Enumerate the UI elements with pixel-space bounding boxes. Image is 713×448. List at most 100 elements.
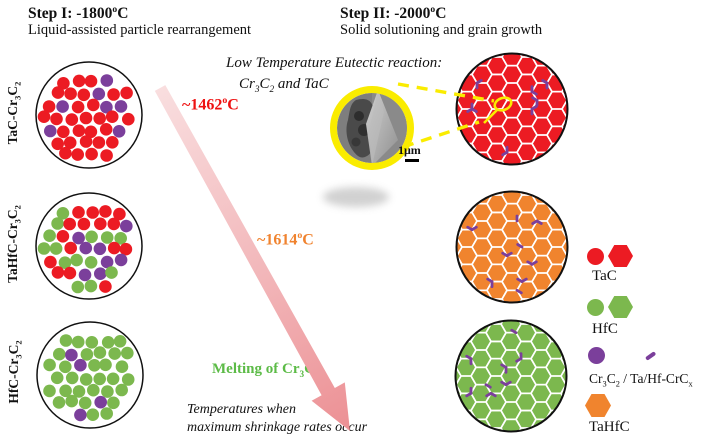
powder-particle	[56, 207, 70, 220]
powder-particle	[52, 396, 66, 409]
powder-particle	[71, 148, 84, 161]
powder-particle	[101, 336, 115, 349]
powder-particle	[57, 77, 70, 90]
powder-particle	[77, 217, 91, 231]
temp-label-1462: ~1462oC	[182, 95, 239, 114]
powder-particle	[72, 74, 86, 88]
powder-particle	[57, 125, 70, 139]
powder-particle	[94, 267, 107, 280]
powder-particle	[71, 100, 85, 114]
grain-boundary	[560, 331, 567, 351]
powder-particle	[107, 241, 121, 255]
grain-boundary	[561, 99, 568, 119]
eutectic-text-line1: Low Temperature Eutectic reaction:	[226, 55, 443, 71]
powder-particle	[78, 268, 92, 282]
powder-particle	[105, 110, 119, 123]
powder-particle	[88, 359, 101, 372]
grain-boundary	[456, 272, 463, 292]
secondary-phase-mark	[500, 363, 508, 369]
grain-outline	[454, 319, 568, 433]
powder-particle	[78, 396, 92, 410]
secondary-phase-mark	[516, 243, 524, 249]
powder-particle	[50, 112, 63, 126]
powder-particle	[77, 88, 91, 102]
powder-particle	[58, 256, 72, 269]
powder-particle	[49, 242, 63, 255]
sem-scale-bar	[405, 159, 419, 162]
grain-boundary	[561, 254, 568, 274]
grain-background	[456, 191, 568, 303]
legend-hfc-circle-icon	[587, 299, 604, 316]
powder-particle	[105, 266, 118, 279]
powder-particle	[87, 383, 100, 397]
step1-title: Step I: -1800oC	[28, 4, 129, 23]
powder-particle	[79, 241, 93, 255]
powder-particle	[113, 207, 126, 221]
secondary-phase-mark	[531, 219, 539, 225]
powder-particle	[64, 87, 77, 100]
powder-particle	[93, 346, 107, 359]
powder-particle	[50, 371, 64, 385]
powder-particle	[43, 358, 56, 372]
powder-particle	[93, 112, 106, 125]
powder-particle	[94, 395, 107, 409]
grain-boundary	[560, 401, 567, 421]
powder-particle	[65, 113, 79, 126]
secondary-phase-mark	[485, 391, 493, 398]
grain-boundary	[561, 64, 568, 84]
powder-particle	[84, 279, 98, 293]
powder-particle	[119, 242, 133, 256]
legend-tac-hexagon-icon	[608, 245, 633, 267]
grain-outline	[455, 52, 569, 166]
grain-boundary	[546, 56, 568, 76]
secondary-phase-mark	[520, 277, 528, 283]
powder-particle	[59, 360, 72, 374]
legend-label-cr3c2: Cr3C2 / Ta/Hf-CrCx	[589, 371, 693, 389]
powder-particle	[115, 360, 129, 373]
grain-boundary	[456, 64, 463, 84]
powder-particle	[107, 396, 120, 410]
shrinkage-text-line1: Temperatures when	[187, 402, 297, 417]
step2-subtitle: Solid solutioning and grain growth	[340, 22, 543, 38]
powder-particle	[59, 334, 73, 347]
powder-particle	[115, 383, 128, 397]
legend-cr3c2-circle-icon	[588, 347, 605, 364]
temp-label-1614: ~1614oC	[257, 230, 314, 249]
powder-particle	[94, 217, 107, 231]
powder-particle	[74, 408, 87, 422]
shrinkage-text-line2: maximum shrinkage rates occur	[187, 420, 368, 435]
powder-particle	[37, 110, 51, 123]
powder-particle	[71, 335, 85, 349]
powder-particle	[93, 372, 106, 386]
grain-boundary	[456, 202, 463, 222]
powder-particle	[86, 408, 100, 421]
powder-particle	[44, 124, 57, 138]
powder-particle	[59, 384, 72, 398]
powder-particle	[72, 206, 85, 219]
powder-circle-hfc-cr3c2	[36, 321, 144, 429]
powder-circle-tahfc-cr3c2	[35, 192, 143, 300]
grain-boundary	[456, 134, 463, 154]
powder-particle	[63, 136, 77, 149]
powder-particle	[107, 217, 121, 231]
powder-particle	[100, 149, 113, 162]
row-label-tahfc-cr3c2: TaHfC-Cr3C2	[5, 205, 23, 283]
powder-particle	[113, 335, 127, 348]
secondary-phase-mark	[531, 96, 539, 102]
grain-boundary	[560, 349, 567, 369]
powder-particle	[99, 358, 112, 372]
secondary-phase-mark	[470, 225, 478, 232]
powder-particle	[42, 100, 56, 113]
powder-particle	[122, 112, 135, 126]
powder-particle	[120, 86, 133, 100]
powder-particle	[106, 136, 119, 149]
secondary-phase-mark	[486, 277, 494, 283]
powder-particle	[56, 100, 69, 113]
powder-particle	[107, 88, 120, 101]
step1-subtitle: Liquid-assisted particle rearrangement	[28, 22, 252, 38]
grain-circle-tahfc-cr3c2	[455, 190, 569, 304]
powder-particle	[84, 256, 98, 269]
grain-circle-hfc-cr3c2	[454, 319, 568, 433]
powder-particle	[100, 407, 113, 420]
powder-particle	[65, 348, 78, 362]
